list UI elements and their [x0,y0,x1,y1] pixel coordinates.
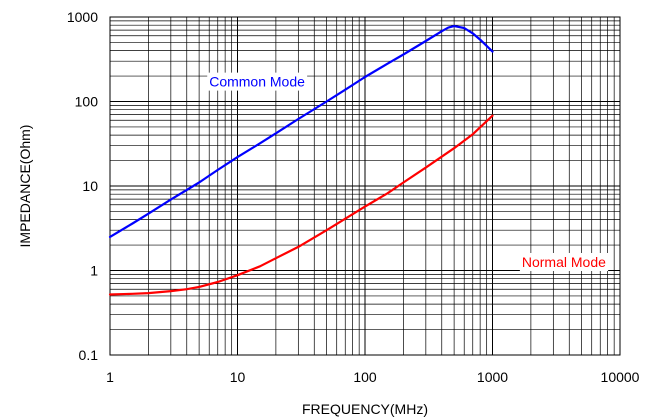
y-tick-label: 1000 [67,9,98,25]
annotation-normal-mode: Normal Mode [522,254,606,270]
series-line-common-mode [108,25,494,238]
plot-frame [109,16,621,356]
y-tick-label: 0.1 [79,347,99,363]
y-tick-label: 10 [82,178,98,194]
x-tick-label: 10 [230,369,246,385]
annotation-background [207,72,308,91]
annotation-common-mode: Common Mode [209,74,305,90]
annotation-background [519,253,609,272]
annotations: Common Mode Normal Mode [207,72,609,272]
x-tick-label: 1000 [477,369,508,385]
series-line-normal-mode [108,114,494,296]
y-tick-label: 1 [90,263,98,279]
grid [110,17,620,355]
x-tick-label: 100 [353,369,377,385]
x-axis-title: FREQUENCY(MHz) [302,401,428,417]
y-tick-label: 100 [75,94,99,110]
x-tick-label: 10000 [601,369,640,385]
x-tick-label: 1 [106,369,114,385]
x-tick-labels: 1 10 100 1000 10000 [106,369,640,385]
series-layer [108,25,494,296]
y-axis-title: IMPEDANCE(Ohm) [17,125,33,248]
y-tick-labels: 0.1 1 10 100 1000 [67,9,98,363]
